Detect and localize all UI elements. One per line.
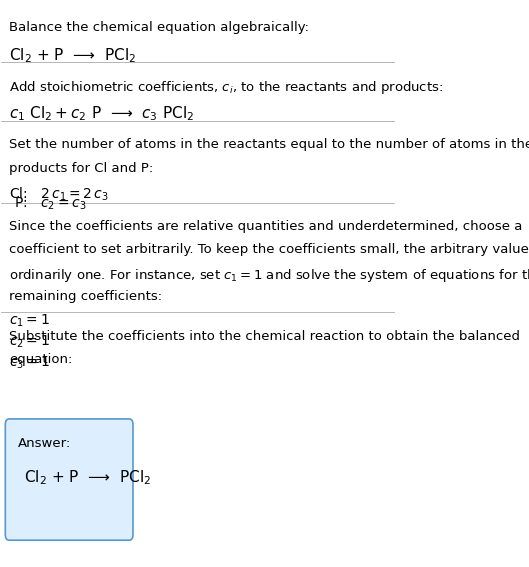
Text: Since the coefficients are relative quantities and underdetermined, choose a: Since the coefficients are relative quan… [9,221,523,233]
Text: ordinarily one. For instance, set $c_1 = 1$ and solve the system of equations fo: ordinarily one. For instance, set $c_1 =… [9,266,529,284]
Text: P:   $c_2 = c_3$: P: $c_2 = c_3$ [14,196,87,213]
Text: $c_1\ \mathrm{Cl_2} + c_2\ \mathrm{P}$  ⟶  $c_3\ \mathrm{PCl_2}$: $c_1\ \mathrm{Cl_2} + c_2\ \mathrm{P}$ ⟶… [9,105,194,124]
Text: Answer:: Answer: [18,437,71,450]
Text: $\mathrm{Cl_2}$ + P  ⟶  $\mathrm{PCl_2}$: $\mathrm{Cl_2}$ + P ⟶ $\mathrm{PCl_2}$ [9,46,136,65]
Text: $c_3 = 1$: $c_3 = 1$ [9,354,50,371]
Text: Set the number of atoms in the reactants equal to the number of atoms in the: Set the number of atoms in the reactants… [9,138,529,151]
Text: coefficient to set arbitrarily. To keep the coefficients small, the arbitrary va: coefficient to set arbitrarily. To keep … [9,243,529,256]
Text: Balance the chemical equation algebraically:: Balance the chemical equation algebraica… [9,20,309,33]
Text: Add stoichiometric coefficients, $c_i$, to the reactants and products:: Add stoichiometric coefficients, $c_i$, … [9,79,443,96]
Text: remaining coefficients:: remaining coefficients: [9,290,162,303]
Text: $c_2 = 1$: $c_2 = 1$ [9,334,50,350]
Text: equation:: equation: [9,353,72,366]
Text: Substitute the coefficients into the chemical reaction to obtain the balanced: Substitute the coefficients into the che… [9,330,520,343]
FancyBboxPatch shape [5,419,133,540]
Text: products for Cl and P:: products for Cl and P: [9,162,153,175]
Text: $\mathrm{Cl_2}$ + P  ⟶  $\mathrm{PCl_2}$: $\mathrm{Cl_2}$ + P ⟶ $\mathrm{PCl_2}$ [24,468,151,487]
Text: Cl:   $2\,c_1 = 2\,c_3$: Cl: $2\,c_1 = 2\,c_3$ [9,185,109,203]
Text: $c_1 = 1$: $c_1 = 1$ [9,313,50,329]
